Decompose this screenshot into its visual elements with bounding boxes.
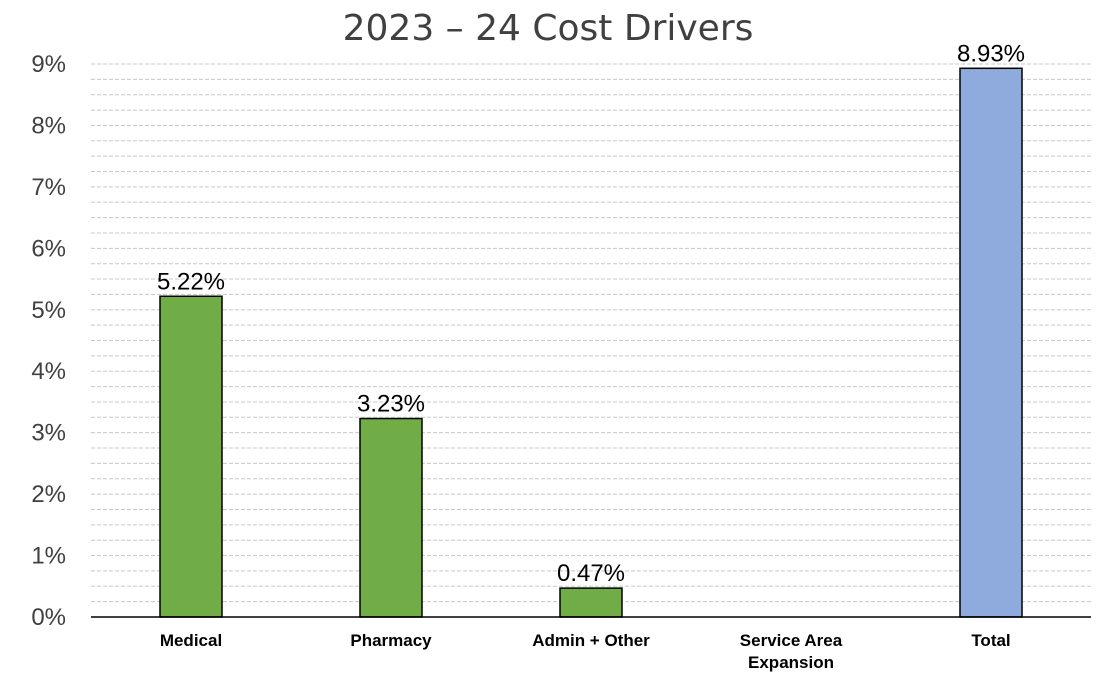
- y-tick-label: 4%: [31, 358, 66, 385]
- x-tick-label: Total: [971, 631, 1010, 650]
- gridlines: [91, 63, 1091, 603]
- bars: [159, 67, 1023, 618]
- x-axis-ticks: Medical Pharmacy Admin + Other Service Area…: [160, 631, 1011, 672]
- bar: [559, 587, 623, 618]
- bar: [159, 295, 223, 618]
- y-tick-label: 2%: [31, 481, 66, 508]
- x-tick-label: Medical: [160, 631, 222, 650]
- y-tick-label: 1%: [31, 543, 66, 570]
- y-tick-label: 3%: [31, 420, 66, 447]
- y-tick-label: 0%: [31, 604, 66, 631]
- y-axis-ticks: 0% 1% 2% 3% 4% 5% 6% 7% 8% 9%: [31, 51, 66, 631]
- x-tick-label: Pharmacy: [350, 631, 432, 650]
- y-tick-label: 6%: [31, 235, 66, 262]
- data-label: 0.47%: [557, 560, 625, 587]
- y-tick-label: 5%: [31, 297, 66, 324]
- data-label: 5.22%: [157, 268, 225, 295]
- bar: [359, 417, 423, 618]
- bar-total: [959, 67, 1023, 618]
- data-label: 8.93%: [957, 40, 1025, 67]
- x-tick-label: Service Area Expansion: [740, 631, 843, 672]
- chart-title: 2023 – 24 Cost Drivers: [343, 8, 754, 49]
- data-label: 3.23%: [357, 391, 425, 418]
- x-tick-label: Admin + Other: [532, 631, 650, 650]
- y-tick-label: 7%: [31, 174, 66, 201]
- y-tick-label: 8%: [31, 112, 66, 139]
- y-tick-label: 9%: [31, 51, 66, 78]
- data-labels: 5.22% 3.23% 0.47% 8.93%: [157, 40, 1025, 587]
